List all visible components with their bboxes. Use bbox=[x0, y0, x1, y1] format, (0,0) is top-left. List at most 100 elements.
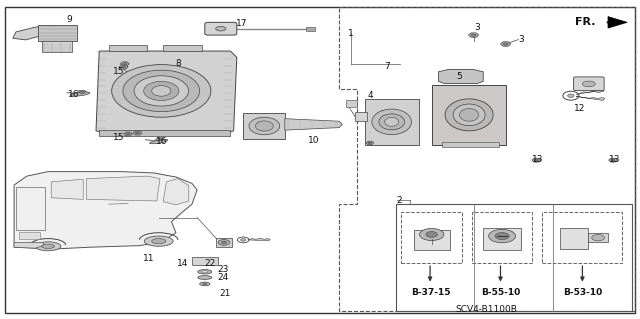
Ellipse shape bbox=[134, 76, 189, 106]
Bar bbox=[542, 212, 622, 263]
Text: 15: 15 bbox=[113, 133, 124, 142]
Polygon shape bbox=[163, 179, 189, 205]
Ellipse shape bbox=[592, 234, 605, 241]
Bar bbox=[243, 113, 285, 139]
Text: 22: 22 bbox=[204, 259, 216, 268]
Polygon shape bbox=[576, 96, 605, 100]
Text: 3: 3 bbox=[474, 23, 479, 32]
Bar bbox=[306, 27, 315, 31]
Ellipse shape bbox=[218, 240, 230, 245]
Ellipse shape bbox=[495, 233, 509, 240]
Ellipse shape bbox=[503, 43, 508, 45]
Text: 11: 11 bbox=[143, 254, 154, 263]
Ellipse shape bbox=[152, 239, 166, 244]
Text: 9: 9 bbox=[67, 15, 72, 24]
Text: 13: 13 bbox=[609, 155, 620, 164]
Bar bbox=[16, 187, 45, 230]
Text: 16: 16 bbox=[156, 137, 167, 146]
Ellipse shape bbox=[150, 139, 168, 144]
Ellipse shape bbox=[202, 271, 208, 273]
Ellipse shape bbox=[198, 270, 212, 274]
Ellipse shape bbox=[368, 142, 372, 144]
FancyBboxPatch shape bbox=[573, 77, 604, 91]
Bar bbox=[559, 228, 589, 249]
Polygon shape bbox=[124, 132, 132, 136]
Polygon shape bbox=[609, 158, 618, 162]
Ellipse shape bbox=[426, 232, 438, 237]
Polygon shape bbox=[133, 131, 142, 135]
Ellipse shape bbox=[534, 159, 538, 161]
Text: 4: 4 bbox=[367, 91, 372, 100]
Ellipse shape bbox=[70, 92, 90, 96]
Ellipse shape bbox=[136, 132, 140, 134]
Text: 23: 23 bbox=[217, 265, 228, 274]
Text: 12: 12 bbox=[573, 104, 585, 113]
Ellipse shape bbox=[42, 244, 54, 249]
Ellipse shape bbox=[79, 91, 84, 94]
Bar bbox=[432, 85, 506, 145]
Ellipse shape bbox=[241, 239, 246, 241]
Polygon shape bbox=[608, 17, 627, 28]
Text: 8: 8 bbox=[175, 59, 180, 68]
Text: 1: 1 bbox=[348, 29, 353, 38]
Ellipse shape bbox=[200, 282, 210, 286]
Text: 16: 16 bbox=[68, 90, 79, 99]
Polygon shape bbox=[77, 90, 87, 95]
Text: B-53-10: B-53-10 bbox=[563, 288, 602, 297]
Text: B-55-10: B-55-10 bbox=[481, 288, 521, 297]
Bar bbox=[19, 232, 40, 239]
Ellipse shape bbox=[445, 99, 493, 131]
Ellipse shape bbox=[249, 117, 280, 135]
Polygon shape bbox=[120, 62, 129, 66]
Polygon shape bbox=[14, 172, 197, 249]
Ellipse shape bbox=[126, 133, 130, 135]
Bar bbox=[163, 45, 202, 51]
Bar bbox=[442, 142, 499, 147]
Text: 15: 15 bbox=[113, 67, 124, 76]
Text: 7: 7 bbox=[385, 63, 390, 71]
Polygon shape bbox=[14, 242, 44, 248]
Bar bbox=[365, 99, 419, 145]
Ellipse shape bbox=[158, 139, 162, 141]
FancyBboxPatch shape bbox=[205, 22, 237, 35]
Bar bbox=[355, 112, 367, 121]
Bar bbox=[216, 238, 232, 247]
Text: 3: 3 bbox=[519, 35, 524, 44]
Polygon shape bbox=[500, 42, 511, 46]
Polygon shape bbox=[156, 138, 164, 142]
Bar bbox=[38, 25, 77, 41]
Text: B-37-15: B-37-15 bbox=[411, 288, 451, 297]
Bar bbox=[396, 204, 632, 311]
Polygon shape bbox=[86, 176, 160, 201]
Ellipse shape bbox=[198, 276, 212, 279]
Ellipse shape bbox=[489, 229, 516, 243]
Ellipse shape bbox=[471, 34, 476, 36]
Text: 13: 13 bbox=[532, 155, 543, 164]
Ellipse shape bbox=[611, 159, 615, 161]
Text: 5: 5 bbox=[456, 72, 461, 81]
Text: 21: 21 bbox=[220, 289, 231, 298]
Bar bbox=[483, 228, 521, 250]
Ellipse shape bbox=[385, 117, 399, 126]
Text: 14: 14 bbox=[177, 259, 188, 268]
Bar bbox=[99, 130, 230, 136]
Text: FR.: FR. bbox=[575, 17, 595, 27]
Polygon shape bbox=[248, 238, 270, 241]
Polygon shape bbox=[438, 70, 483, 84]
Polygon shape bbox=[13, 26, 58, 40]
Text: 10: 10 bbox=[308, 136, 319, 145]
Bar bbox=[346, 100, 357, 107]
Text: 2: 2 bbox=[396, 196, 401, 204]
Ellipse shape bbox=[379, 114, 404, 130]
Text: 17: 17 bbox=[236, 19, 248, 28]
Polygon shape bbox=[51, 179, 83, 199]
Polygon shape bbox=[468, 33, 479, 37]
Ellipse shape bbox=[123, 70, 200, 112]
Bar bbox=[192, 257, 218, 265]
Ellipse shape bbox=[460, 108, 479, 121]
Polygon shape bbox=[96, 51, 237, 136]
Ellipse shape bbox=[582, 81, 595, 87]
Ellipse shape bbox=[144, 81, 179, 100]
Bar bbox=[109, 45, 147, 51]
Text: 24: 24 bbox=[217, 273, 228, 282]
